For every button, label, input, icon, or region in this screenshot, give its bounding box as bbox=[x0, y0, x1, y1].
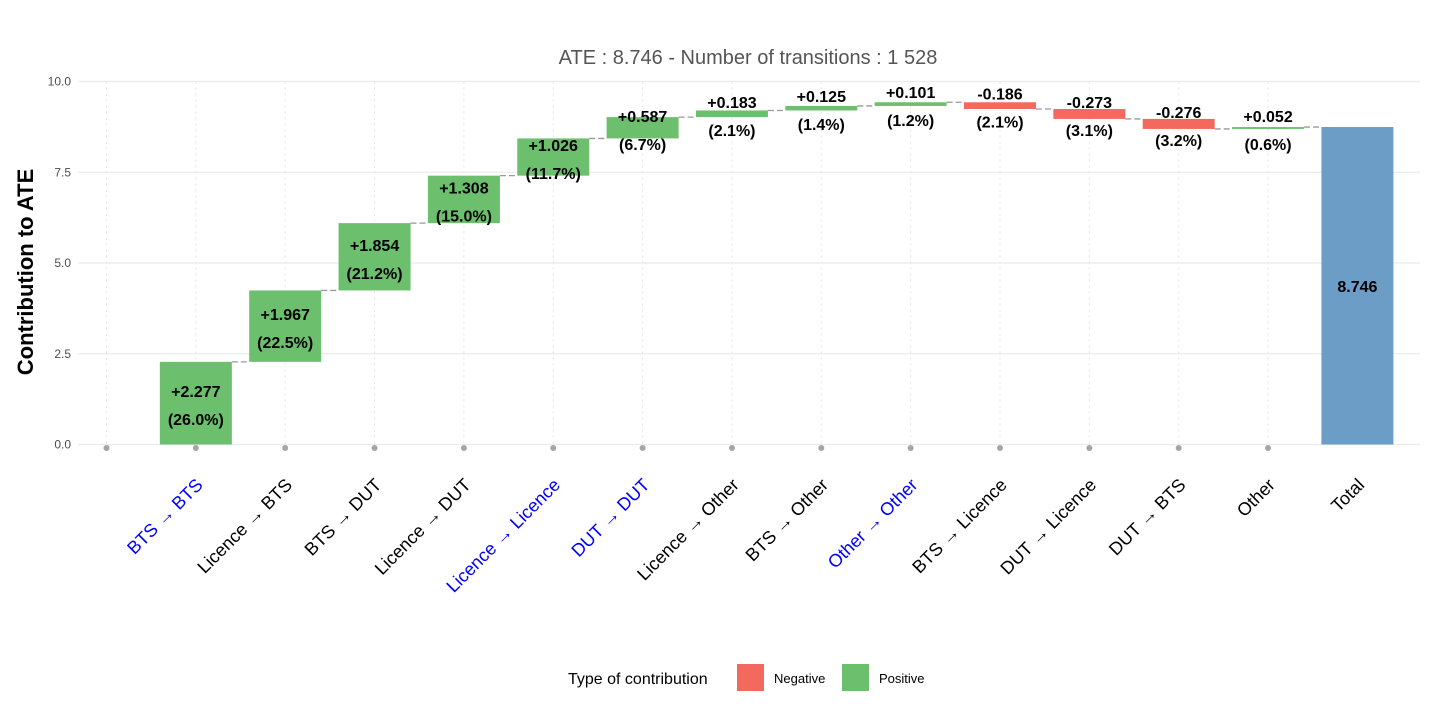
bar-value-label: +0.183 bbox=[707, 95, 756, 112]
axis-point bbox=[550, 445, 557, 451]
axis-point bbox=[371, 445, 378, 451]
axis-point bbox=[1086, 445, 1093, 451]
bar-percent-label: (22.5%) bbox=[257, 335, 313, 352]
bar-percent-label: (11.7%) bbox=[526, 166, 581, 183]
bar-percent-label: (2.1%) bbox=[708, 123, 755, 140]
data-labels: +2.277 (26.0%) +1.967 (22.5%) +1.854 (21.2%) +… bbox=[168, 85, 1378, 429]
bar-value-label: +1.967 bbox=[261, 307, 310, 324]
bar-value-label: +0.125 bbox=[797, 89, 846, 106]
axis-point bbox=[997, 445, 1003, 451]
x-tick-label: BTS → DUT bbox=[301, 475, 386, 560]
bar-positive bbox=[785, 105, 858, 111]
bar-percent-label: (0.6%) bbox=[1244, 137, 1291, 154]
bar-percent-label: (26.0%) bbox=[168, 412, 224, 429]
x-tick-label: Other → Other bbox=[824, 475, 922, 573]
legend-label: Positive bbox=[879, 671, 925, 686]
x-tick-label: Licence → DUT bbox=[371, 475, 475, 579]
axis-point bbox=[282, 445, 289, 451]
bar-value-label: -0.273 bbox=[1067, 95, 1112, 112]
x-tick-label: Licence → BTS bbox=[193, 475, 296, 578]
axis-points bbox=[103, 445, 1272, 451]
y-tick-label: 2.5 bbox=[54, 347, 71, 361]
legend-swatch-positive bbox=[842, 664, 869, 691]
axis-point bbox=[818, 445, 825, 451]
bar-value-label: +0.587 bbox=[618, 109, 667, 126]
connector-lines bbox=[231, 101, 1322, 363]
bar-positive bbox=[874, 102, 947, 106]
bar-percent-label: (6.7%) bbox=[619, 137, 666, 154]
axis-point bbox=[1265, 445, 1272, 451]
x-tick-label: Other bbox=[1233, 475, 1279, 521]
bar-percent-label: (2.1%) bbox=[976, 115, 1023, 132]
axis-point bbox=[639, 445, 646, 451]
total-value-label: 8.746 bbox=[1337, 279, 1377, 296]
x-tick-label: DUT → DUT bbox=[567, 475, 653, 561]
bars bbox=[159, 102, 1394, 445]
bar-percent-label: (3.2%) bbox=[1155, 133, 1202, 150]
bar-percent-label: (3.1%) bbox=[1066, 123, 1113, 140]
x-tick-label: Total bbox=[1327, 475, 1368, 516]
bar-positive bbox=[249, 290, 322, 362]
bar-negative bbox=[964, 102, 1036, 110]
bar-value-label: +1.308 bbox=[439, 180, 488, 197]
y-tick-label: 0.0 bbox=[54, 438, 71, 452]
bar-negative bbox=[1053, 109, 1126, 119]
y-axis: 0.0 2.5 5.0 7.5 10.0 bbox=[48, 75, 72, 452]
y-tick-label: 10.0 bbox=[48, 75, 72, 89]
axis-point bbox=[192, 445, 199, 451]
axis-point bbox=[728, 445, 735, 451]
bar-percent-label: (21.2%) bbox=[347, 266, 403, 283]
bar-value-label: +0.052 bbox=[1243, 109, 1292, 126]
bar-positive bbox=[695, 110, 768, 118]
x-tick-label: BTS → Licence bbox=[908, 475, 1011, 578]
bar-positive bbox=[427, 175, 500, 224]
bar-percent-label: (1.2%) bbox=[887, 113, 934, 130]
bar-negative bbox=[1142, 118, 1215, 129]
bar-value-label: -0.186 bbox=[977, 87, 1022, 104]
legend: Type of contribution Negative Positive bbox=[568, 664, 925, 691]
x-tick-label: BTS → BTS bbox=[123, 475, 206, 558]
bar-positive bbox=[338, 223, 411, 291]
bar-percent-label: (15.0%) bbox=[436, 208, 492, 225]
bar-value-label: +1.026 bbox=[529, 138, 578, 155]
bar-value-label: +2.277 bbox=[171, 384, 220, 401]
y-axis-label: Contribution to ATE bbox=[13, 169, 38, 376]
bar-positive bbox=[159, 361, 232, 445]
axis-point bbox=[907, 445, 914, 451]
legend-title: Type of contribution bbox=[568, 671, 708, 688]
bar-positive bbox=[606, 117, 679, 139]
y-tick-label: 5.0 bbox=[54, 256, 71, 270]
y-tick-label: 7.5 bbox=[54, 165, 71, 179]
x-tick-label: DUT → Licence bbox=[996, 475, 1100, 579]
bar-value-label: +1.854 bbox=[350, 238, 399, 255]
x-tick-label: DUT → BTS bbox=[1105, 475, 1190, 560]
bar-value-label: -0.276 bbox=[1156, 105, 1201, 122]
bar-positive bbox=[1232, 127, 1305, 129]
bar-value-label: +0.101 bbox=[886, 85, 935, 102]
chart-title: ATE : 8.746 - Number of transitions : 1 … bbox=[559, 47, 938, 69]
axis-point bbox=[460, 445, 467, 451]
bar-positive bbox=[517, 138, 590, 176]
axis-point bbox=[1175, 445, 1182, 451]
bar-total bbox=[1321, 127, 1394, 445]
bar-percent-label: (1.4%) bbox=[798, 117, 845, 134]
legend-label: Negative bbox=[774, 671, 825, 686]
legend-swatch-negative bbox=[737, 664, 764, 691]
axis-point bbox=[103, 445, 110, 451]
x-tick-label: BTS → Other bbox=[742, 475, 833, 566]
